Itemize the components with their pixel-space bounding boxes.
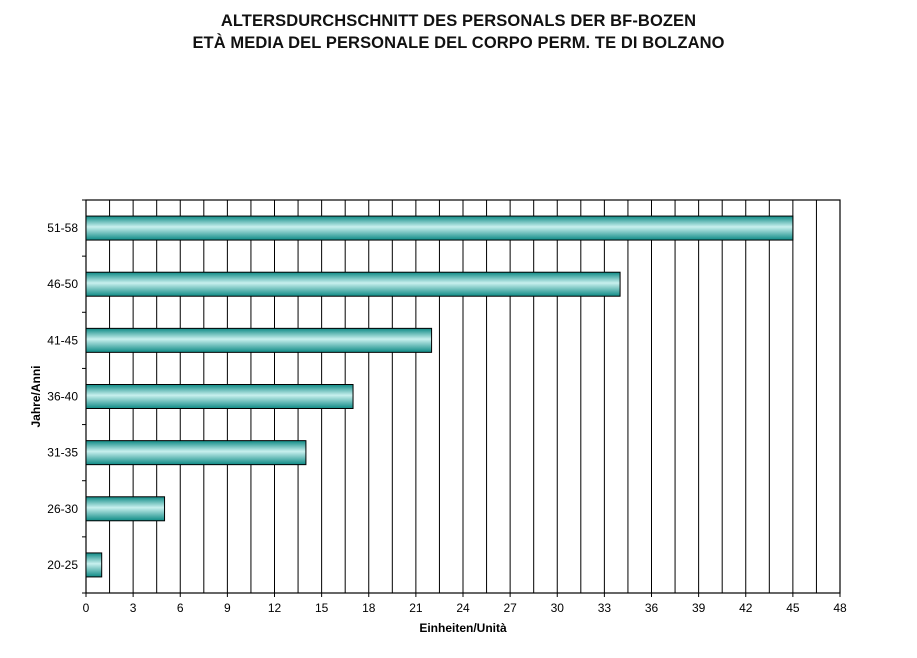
x-tick-label: 45 <box>786 601 800 615</box>
bar-36-40 <box>85 384 354 409</box>
y-tick-label: 31-35 <box>47 446 78 460</box>
x-tick-label: 0 <box>83 601 90 615</box>
x-tick-label: 39 <box>692 601 706 615</box>
x-axis-label: Einheiten/Unità <box>419 621 507 635</box>
bar-41-45 <box>85 327 433 353</box>
y-tick-label: 41-45 <box>47 333 78 347</box>
y-tick-label: 36-40 <box>47 390 78 404</box>
y-tick-label: 26-30 <box>47 502 78 516</box>
bar-31-35 <box>85 440 307 466</box>
bar-46-50 <box>85 271 621 297</box>
chart-title-line-2: ETÀ MEDIA DEL PERSONALE DEL CORPO PERM. … <box>192 34 725 52</box>
x-tick-label: 30 <box>551 601 565 615</box>
y-tick-label: 46-50 <box>47 277 78 291</box>
chart-title-line-1: ALTERSDURCHSCHNITT DES PERSONALS DER BF-… <box>220 12 697 30</box>
x-tick-labels: 0 3 6 9 12 15 18 21 24 27 30 33 36 39 42 45 48 <box>83 593 847 615</box>
y-tick-labels: 20-25 26-30 31-35 36-40 41-45 46-50 51-58 <box>47 221 78 572</box>
y-tick-label: 51-58 <box>47 221 78 235</box>
x-tick-label: 24 <box>456 601 470 615</box>
x-tick-label: 36 <box>645 601 659 615</box>
x-tick-label: 6 <box>177 601 184 615</box>
x-tick-label: 12 <box>268 601 282 615</box>
bar-51-58 <box>85 215 794 241</box>
bars <box>85 215 794 578</box>
x-tick-label: 15 <box>315 601 329 615</box>
x-tick-label: 3 <box>130 601 137 615</box>
x-tick-label: 27 <box>503 601 517 615</box>
bar-26-30 <box>85 496 166 522</box>
y-axis-label: Jahre/Anni <box>29 365 43 427</box>
x-tick-label: 21 <box>409 601 423 615</box>
x-tick-label: 18 <box>362 601 376 615</box>
y-tick-label: 20-25 <box>47 558 78 572</box>
x-tick-label: 48 <box>833 601 847 615</box>
bar-20-25 <box>85 552 103 578</box>
x-tick-label: 42 <box>739 601 753 615</box>
x-tick-label: 33 <box>598 601 612 615</box>
x-tick-label: 9 <box>224 601 231 615</box>
